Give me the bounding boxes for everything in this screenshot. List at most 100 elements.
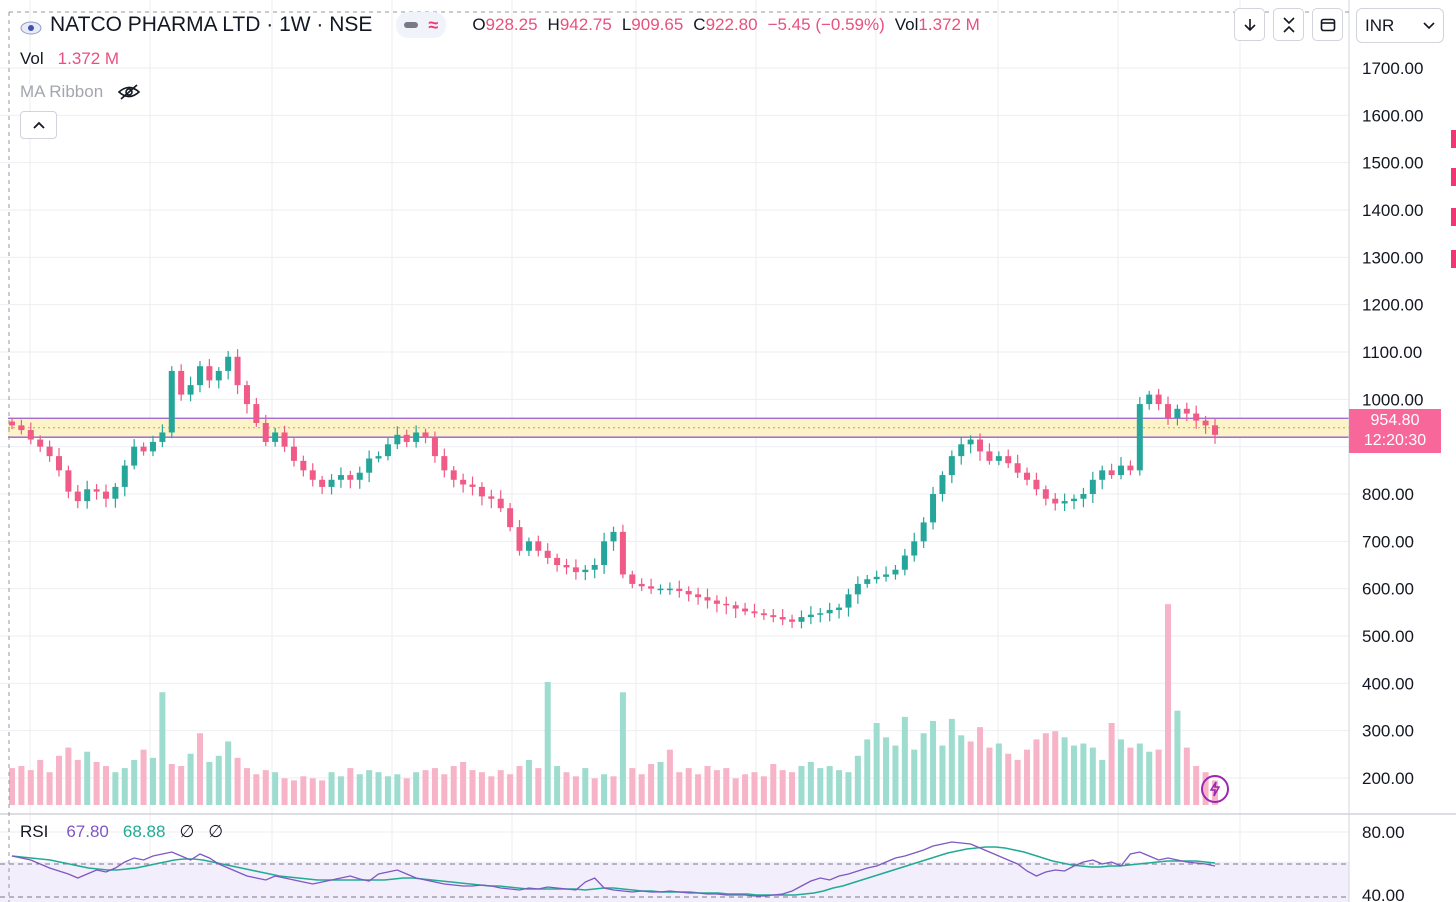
price-tick-label: 1700.00 — [1362, 59, 1423, 78]
collapse-legend-button[interactable] — [20, 111, 57, 139]
candle-body — [1080, 494, 1087, 499]
candle-body — [1165, 404, 1172, 419]
candle-body — [272, 432, 279, 442]
candle-body — [770, 615, 777, 618]
volume-bar — [1183, 747, 1190, 805]
candle-body — [441, 456, 448, 471]
ma-ribbon-legend[interactable]: MA Ribbon — [20, 82, 141, 102]
candle-body — [206, 366, 213, 381]
candle-body — [629, 574, 636, 584]
eye-icon[interactable] — [20, 18, 42, 35]
volume-bar — [507, 774, 514, 805]
volume-bar — [460, 761, 467, 805]
volume-bar — [394, 774, 401, 805]
candle-body — [309, 470, 316, 480]
currency-select[interactable]: INR — [1356, 8, 1444, 43]
candle-body — [516, 527, 523, 551]
candle-body — [1071, 498, 1078, 502]
candle-body — [1061, 501, 1068, 504]
candle-body — [742, 608, 749, 612]
candle-body — [225, 356, 232, 371]
price-tick-label: 1100.00 — [1362, 343, 1422, 362]
candle-body — [178, 370, 185, 395]
candle-body — [469, 484, 476, 487]
rsi-tick-label: 80.00 — [1362, 823, 1405, 842]
candle-body — [375, 456, 382, 459]
price-tick-label: 600.00 — [1362, 580, 1414, 599]
lightning-icon[interactable] — [1201, 775, 1229, 803]
price-tick-label: 200.00 — [1362, 769, 1414, 788]
candle-body — [497, 498, 504, 509]
volume-bar — [610, 776, 617, 805]
volume-bar — [1061, 737, 1068, 805]
volume-bar — [215, 755, 222, 805]
volume-bar — [770, 764, 777, 805]
volume-bar — [403, 778, 410, 805]
candle-body — [187, 385, 194, 395]
candle-body — [413, 432, 420, 442]
volume-bar — [629, 768, 636, 805]
candle-body — [723, 603, 730, 606]
volume-bar — [1174, 710, 1181, 805]
collapse-pane-button[interactable] — [1273, 8, 1304, 41]
volume-label: Vol — [20, 49, 44, 68]
candle-body — [1042, 489, 1049, 499]
candle-body — [1155, 394, 1162, 405]
volume-bar — [779, 770, 786, 805]
volume-legend[interactable]: Vol 1.372 M — [20, 49, 119, 69]
volume-bar — [901, 716, 908, 805]
maximize-pane-button[interactable] — [1312, 8, 1343, 41]
candle-body — [751, 611, 758, 614]
candle-body — [1033, 479, 1040, 490]
volume-bar — [873, 723, 880, 805]
scroll-down-button[interactable] — [1234, 8, 1265, 41]
candle-body — [1108, 470, 1115, 476]
volume-bar — [883, 737, 890, 805]
volume-bar — [591, 778, 598, 805]
volume-bar — [140, 749, 147, 805]
minus-icon — [404, 22, 419, 28]
rsi-legend[interactable]: RSI 67.80 68.88 ∅ ∅ — [20, 822, 223, 842]
price-tick-label: 1500.00 — [1362, 154, 1423, 173]
candle-body — [648, 586, 655, 589]
candle-body — [939, 475, 946, 494]
volume-bar — [685, 768, 692, 805]
candle-body — [300, 460, 307, 471]
volume-bar — [46, 772, 53, 805]
candle-body — [836, 607, 843, 610]
volume-bar — [789, 772, 796, 805]
volume-bar — [601, 774, 608, 805]
volume-bar — [1080, 743, 1087, 805]
legend-toggle[interactable]: ≈ — [396, 12, 447, 38]
candle-body — [253, 404, 260, 423]
volume-bar — [695, 774, 702, 805]
rsi-label: RSI — [20, 822, 49, 841]
high-value: H942.75 — [547, 15, 612, 34]
volume-bar — [939, 745, 946, 805]
symbol-title[interactable]: NATCO PHARMA LTD · 1W · NSE — [50, 13, 373, 36]
candle-body — [1052, 498, 1059, 504]
candle-body — [638, 583, 645, 587]
eye-off-icon[interactable] — [117, 83, 141, 101]
volume-bar — [1089, 747, 1096, 805]
volume-bar — [798, 766, 805, 805]
candle-body — [676, 588, 683, 592]
price-tick-label: 1400.00 — [1362, 201, 1423, 220]
candle-body — [986, 451, 993, 461]
volume-value: 1.372 M — [57, 49, 120, 68]
candle-body — [657, 588, 664, 591]
candle-body — [149, 441, 156, 452]
price-tick-label: 400.00 — [1362, 674, 1414, 693]
bar-countdown: 12:20:30 — [1363, 432, 1427, 449]
volume-bar — [977, 727, 984, 805]
volume-bar — [337, 776, 344, 805]
candle-body — [159, 432, 166, 442]
volume-bar — [657, 761, 664, 805]
volume-bar — [131, 759, 138, 805]
candle-body — [422, 432, 429, 438]
candle-body — [544, 550, 551, 558]
candle-body — [798, 617, 805, 622]
rsi-extra-2: ∅ — [208, 822, 224, 841]
candle-body — [591, 565, 598, 570]
